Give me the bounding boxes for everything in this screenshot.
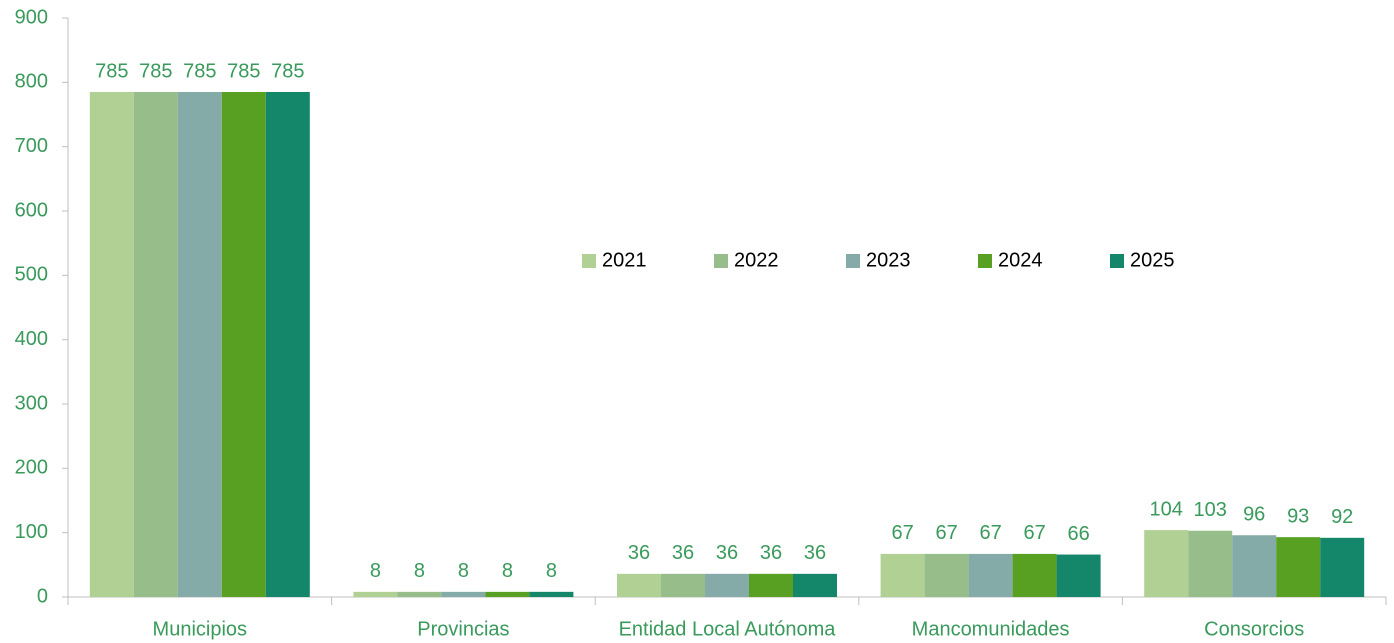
x-tick-label: Municipios	[153, 618, 247, 640]
bar	[705, 573, 749, 597]
y-tick-label: 300	[15, 392, 48, 414]
bar	[353, 591, 398, 597]
data-label: 785	[227, 60, 260, 82]
legend-label: 2023	[866, 249, 911, 271]
data-label: 785	[139, 60, 172, 82]
data-label: 103	[1194, 499, 1227, 521]
x-tick-label: Entidad Local Autónoma	[619, 618, 837, 640]
data-label: 67	[1023, 522, 1045, 544]
bar	[880, 553, 925, 597]
data-label: 785	[183, 60, 216, 82]
data-label: 104	[1150, 498, 1183, 520]
data-label: 8	[546, 560, 557, 582]
bar	[397, 591, 442, 597]
bar	[265, 91, 310, 597]
y-tick-label: 800	[15, 71, 48, 93]
data-label: 785	[95, 60, 128, 82]
data-label: 8	[502, 560, 513, 582]
y-tick-label: 0	[37, 585, 48, 607]
y-tick-label: 900	[15, 6, 48, 28]
data-label: 67	[935, 522, 957, 544]
data-label: 66	[1067, 523, 1089, 545]
x-tick-label: Consorcios	[1204, 618, 1304, 640]
bar	[1320, 537, 1365, 597]
y-tick-label: 200	[15, 457, 48, 479]
data-label: 67	[891, 522, 913, 544]
y-tick-label: 600	[15, 199, 48, 221]
data-label: 36	[716, 542, 738, 564]
bar	[617, 573, 661, 597]
y-tick-label: 500	[15, 264, 48, 286]
legend-label: 2021	[602, 249, 647, 271]
bar	[1012, 553, 1057, 597]
x-tick-label: Provincias	[417, 618, 509, 640]
bar	[661, 573, 705, 597]
legend-swatch	[1110, 254, 1124, 268]
data-label: 8	[458, 560, 469, 582]
data-label: 92	[1331, 506, 1353, 528]
legend-label: 2022	[734, 249, 779, 271]
data-label: 67	[979, 522, 1001, 544]
y-tick-label: 700	[15, 135, 48, 157]
bar	[221, 91, 266, 597]
x-tick-label: Mancomunidades	[912, 618, 1070, 640]
legend-swatch	[846, 254, 860, 268]
data-label: 36	[760, 542, 782, 564]
data-label: 36	[672, 542, 694, 564]
bar	[529, 591, 574, 597]
legend-label: 2024	[998, 249, 1043, 271]
legend-swatch	[978, 254, 992, 268]
data-label: 785	[271, 60, 304, 82]
bar	[133, 91, 178, 597]
bar	[1188, 530, 1233, 597]
bar	[177, 91, 222, 597]
bar	[968, 553, 1013, 597]
y-tick-label: 100	[15, 521, 48, 543]
legend-swatch	[582, 254, 596, 268]
bar	[1144, 530, 1189, 597]
bar	[793, 573, 837, 597]
y-tick-label: 400	[15, 328, 48, 350]
bar	[89, 91, 134, 597]
data-label: 36	[804, 542, 826, 564]
bar	[1276, 537, 1321, 597]
bar	[485, 591, 530, 597]
bar	[1056, 554, 1101, 597]
bar	[924, 553, 969, 597]
bar	[749, 573, 793, 597]
data-label: 93	[1287, 505, 1309, 527]
legend-swatch	[714, 254, 728, 268]
bar	[441, 591, 486, 597]
data-label: 8	[414, 560, 425, 582]
data-label: 36	[628, 542, 650, 564]
legend-label: 2025	[1130, 249, 1175, 271]
bar	[1232, 535, 1277, 597]
data-label: 96	[1243, 504, 1265, 526]
data-label: 8	[370, 560, 381, 582]
